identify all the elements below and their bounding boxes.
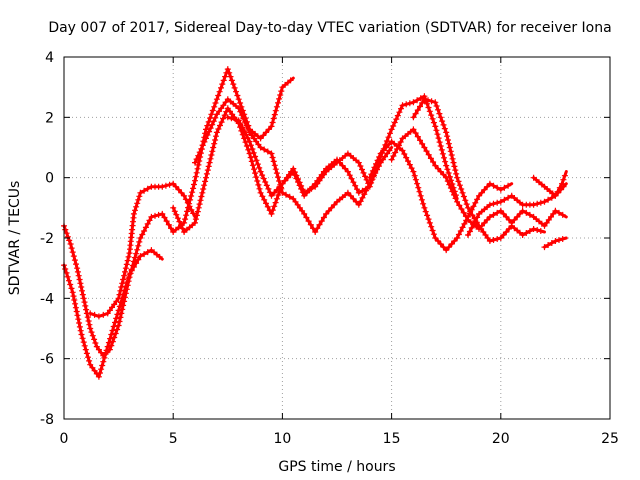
series-arc-12 [541, 236, 568, 251]
chart-title: Day 007 of 2017, Sidereal Day-to-day VTE… [48, 20, 611, 36]
series-arc-11 [530, 170, 568, 199]
x-tick-label: 20 [492, 431, 510, 447]
y-tick-label: 2 [45, 110, 54, 126]
series-markers [87, 180, 197, 320]
y-tick-label: -4 [40, 291, 54, 307]
y-axis-label: SDTVAR / TECUs [7, 181, 23, 296]
x-axis-label: GPS time / hours [278, 459, 395, 475]
x-tick-label: 10 [273, 431, 291, 447]
series-arc-3 [87, 180, 197, 320]
y-tick-label: -2 [40, 231, 54, 247]
series-markers [541, 236, 566, 251]
series-markers [410, 96, 544, 244]
series-arc-6 [224, 93, 459, 201]
ticks: 0 5 10 15 20 25 -8 -6 -4 -2 0 2 4 [40, 50, 619, 447]
x-tick-label: 15 [383, 431, 401, 447]
series-layer [61, 66, 568, 380]
series-arc-9 [410, 96, 546, 244]
y-tick-label: -8 [40, 412, 54, 428]
x-tick-label: 25 [601, 431, 619, 447]
series-line [88, 182, 197, 318]
series-markers [530, 172, 568, 199]
series-markers [366, 138, 512, 254]
series-line [62, 67, 295, 358]
y-tick-label: -6 [40, 352, 54, 368]
y-tick-label: 0 [45, 171, 54, 187]
x-tick-label: 0 [60, 431, 69, 447]
series-arc-2 [61, 247, 164, 380]
y-tick-label: 4 [45, 50, 54, 66]
series-arc-7 [366, 138, 514, 254]
grid [64, 57, 610, 419]
x-tick-label: 5 [169, 431, 178, 447]
